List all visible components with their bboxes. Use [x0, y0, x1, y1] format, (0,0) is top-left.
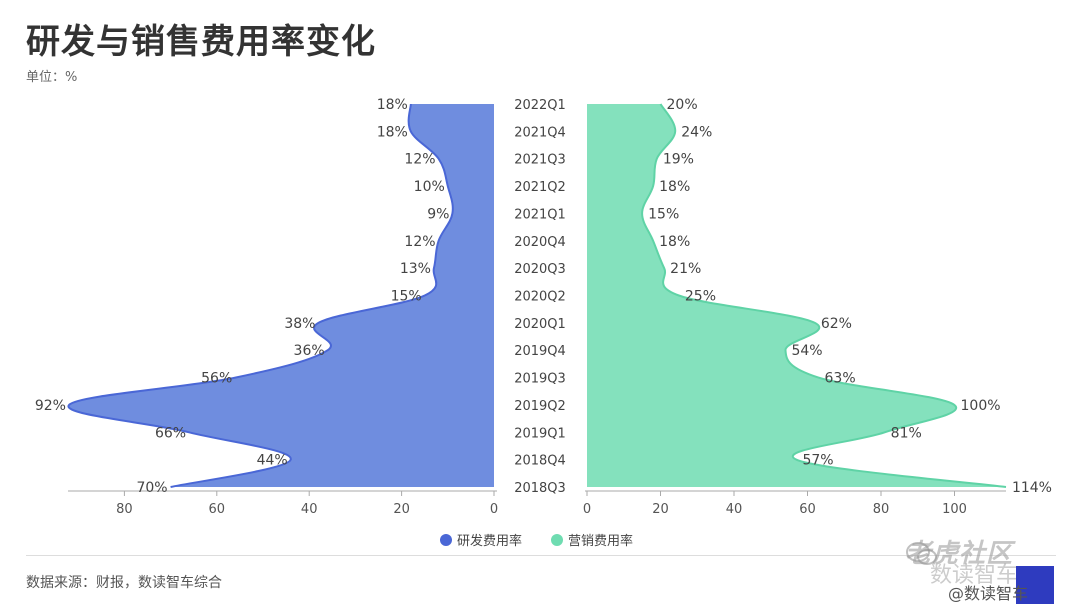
rd-tick-label: 80 [116, 502, 133, 517]
category-label: 2022Q1 [514, 98, 566, 113]
sales-tick-label: 40 [726, 502, 743, 517]
rd-line [67, 103, 454, 488]
footer-divider [26, 555, 1056, 556]
rd-data-label: 18% [377, 124, 408, 140]
category-label: 2020Q4 [514, 235, 566, 250]
watermark-main: 老虎社区 [905, 539, 1014, 569]
watermark-sub: 数读智车 [930, 563, 1019, 588]
legend-rd-marker [440, 534, 452, 546]
rd-data-label: 70% [136, 480, 167, 496]
rd-tick-label: 60 [209, 502, 226, 517]
rd-data-label: 38% [284, 316, 315, 332]
category-label: 2020Q1 [514, 317, 566, 332]
sales-data-label: 18% [659, 234, 690, 250]
sales-tick-label: 0 [583, 502, 591, 517]
rd-data-label: 13% [400, 261, 431, 277]
category-label: 2018Q3 [514, 481, 566, 496]
rd-data-label: 12% [404, 234, 435, 250]
category-label: 2021Q1 [514, 207, 566, 222]
watermark-handle: @数读智车 [948, 584, 1029, 603]
sales-data-label: 20% [667, 97, 698, 113]
rd-data-label: 15% [391, 289, 422, 305]
category-label: 2020Q2 [514, 290, 566, 305]
page-title: 研发与销售费用率变化 [26, 22, 376, 62]
legend-rd-label: 研发费用率 [457, 533, 522, 549]
sales-data-label: 21% [670, 261, 701, 277]
category-label: 2019Q2 [514, 399, 566, 414]
sales-data-label: 19% [663, 152, 694, 168]
category-label: 2019Q4 [514, 344, 566, 359]
sales-data-label: 24% [681, 124, 712, 140]
sales-tick-label: 60 [799, 502, 816, 517]
sales-tick-label: 100 [942, 502, 967, 517]
rd-data-label: 56% [201, 371, 232, 387]
sales-data-label: 57% [802, 453, 833, 469]
sales-tick-label: 20 [652, 502, 669, 517]
unit-label: 单位：% [26, 70, 78, 85]
sales-data-label: 15% [648, 206, 679, 222]
category-label: 2018Q4 [514, 454, 566, 469]
rd-data-label: 66% [155, 425, 186, 441]
sales-data-label: 25% [685, 289, 716, 305]
sales-data-label: 63% [825, 371, 856, 387]
category-label: 2020Q3 [514, 262, 566, 277]
category-label: 2019Q1 [514, 426, 566, 441]
rd-area [68, 104, 494, 488]
rd-data-label: 92% [35, 398, 66, 414]
sales-data-label: 81% [891, 425, 922, 441]
wechat-icon [906, 542, 937, 565]
sales-data-label: 114% [1012, 480, 1052, 496]
rd-tick-label: 40 [301, 502, 318, 517]
rd-tick-label: 0 [490, 502, 498, 517]
category-label: 2021Q2 [514, 180, 566, 195]
sales-data-label: 18% [659, 179, 690, 195]
sales-data-label: 62% [821, 316, 852, 332]
category-label: 2021Q4 [514, 125, 566, 140]
rd-data-label: 9% [427, 206, 449, 222]
legend-sales-label: 营销费用率 [568, 533, 633, 549]
category-label: 2021Q3 [514, 153, 566, 168]
sales-data-label: 100% [961, 398, 1001, 414]
sales-area [587, 104, 1006, 488]
sales-tick-label: 80 [873, 502, 890, 517]
sales-data-label: 54% [791, 343, 822, 359]
watermark-badge [1016, 566, 1054, 604]
rd-data-label: 10% [414, 179, 445, 195]
category-label: 2019Q3 [514, 372, 566, 387]
legend-sales-marker [551, 534, 563, 546]
source-note: 数据来源：财报，数读智车综合 [26, 575, 222, 591]
sales-line [641, 103, 1007, 488]
rd-data-label: 36% [294, 343, 325, 359]
rd-data-label: 44% [257, 453, 288, 469]
rd-tick-label: 20 [393, 502, 410, 517]
rd-data-label: 18% [377, 97, 408, 113]
rd-data-label: 12% [404, 152, 435, 168]
